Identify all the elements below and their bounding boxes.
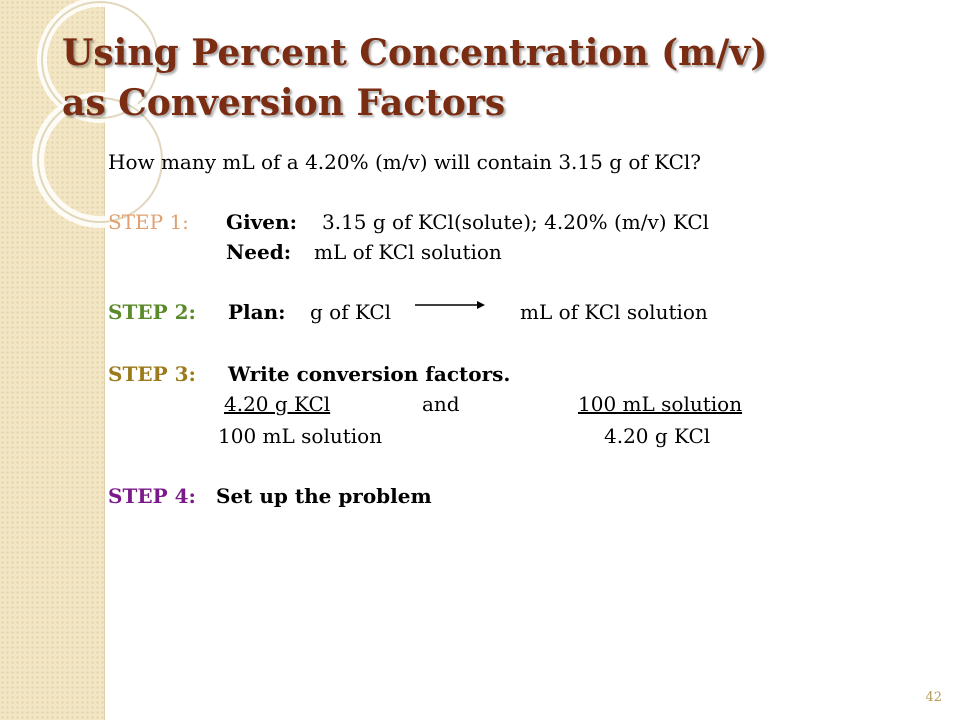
slide-title: Using Percent Concentration (m/v) as Con… [62, 28, 767, 128]
and-text: and [422, 392, 460, 416]
need-text: mL of KCl solution [314, 240, 502, 264]
need-label: Need: [226, 240, 292, 264]
given-text: 3.15 g of KCl(solute); 4.20% (m/v) KCl [322, 210, 710, 234]
factor2-numerator: 100 mL solution [578, 392, 743, 416]
factor1-denominator: 100 mL solution [218, 424, 383, 448]
given-label: Given: [226, 210, 297, 234]
right-arrow-icon [415, 301, 485, 309]
page-number: 42 [925, 690, 942, 705]
factor1-numerator: 4.20 g KCl [224, 392, 331, 416]
plan-to-text: mL of KCl solution [520, 300, 708, 324]
step1-label: STEP 1: [108, 210, 189, 234]
step4-text: Set up the problem [216, 484, 432, 508]
step3-heading: Write conversion factors. [228, 362, 511, 386]
title-line-2: as Conversion Factors [62, 82, 506, 124]
step4-label: STEP 4: [108, 484, 196, 508]
plan-label: Plan: [228, 300, 286, 324]
factor2-denominator: 4.20 g KCl [604, 424, 711, 448]
step2-label: STEP 2: [108, 300, 196, 324]
step3-label: STEP 3: [108, 362, 196, 386]
plan-from-text: g of KCl [310, 300, 392, 324]
title-line-1: Using Percent Concentration (m/v) [62, 32, 768, 74]
question-text: How many mL of a 4.20% (m/v) will contai… [108, 150, 701, 174]
